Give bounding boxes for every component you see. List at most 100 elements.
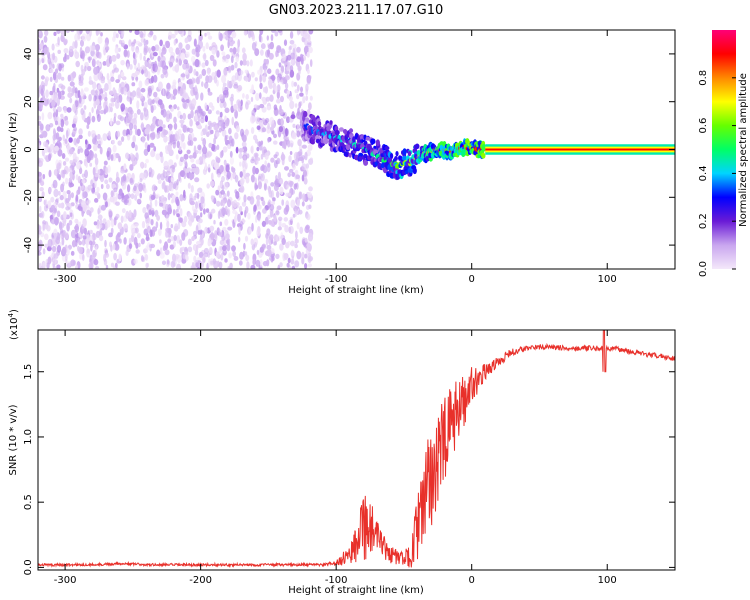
noise-dot [50,196,55,203]
noise-dot [255,215,258,223]
noise-dot [132,51,136,60]
noise-dot [267,122,270,130]
noise-dot [269,41,274,50]
noise-dot [129,64,133,70]
noise-dot [243,30,248,36]
noise-dot [223,161,227,166]
noise-dot [125,210,130,219]
noise-dot [143,111,149,121]
noise-dot [219,221,223,227]
noise-dot [179,156,184,162]
noise-dot [207,35,213,40]
noise-dot [274,85,278,93]
noise-dot [176,140,180,149]
noise-dot [66,222,70,232]
noise-dot [85,30,90,35]
noise-dot [99,218,103,226]
noise-dot [309,95,313,101]
noise-dot [223,56,227,62]
noise-dot [108,210,113,218]
noise-dot [159,247,163,255]
noise-dot [75,60,80,68]
noise-dot [185,43,191,51]
noise-dot [117,140,122,146]
noise-dot [150,124,155,131]
noise-dot [123,174,127,182]
noise-dot [305,33,310,39]
noise-dot [130,152,134,158]
noise-dot [133,236,138,246]
noise-dot [220,190,226,195]
noise-dot [150,105,154,113]
spectrogram-ytick-label: -20 [23,189,34,205]
noise-dot [100,79,106,84]
noise-dot [136,108,141,115]
noise-dot [201,111,206,117]
noise-dot [84,65,87,72]
noise-dot [86,199,91,204]
noise-dot [92,177,95,184]
noise-dot [208,258,211,268]
noise-dot [259,82,263,90]
noise-dot [150,150,156,158]
noise-dot [140,112,144,121]
noise-dot [200,117,205,124]
noise-dot [204,102,208,111]
noise-dot [70,250,75,256]
noise-dot [285,242,290,249]
noise-dot [54,120,59,126]
noise-dot [224,107,230,114]
noise-dot [60,183,65,193]
noise-dot [74,218,79,224]
noise-dot [252,259,256,266]
noise-dot [216,96,220,104]
noise-dot [245,94,249,100]
noise-dot [228,127,232,135]
noise-dot [58,63,62,72]
noise-dot [246,60,250,67]
noise-dot [220,252,224,261]
noise-dot [231,116,234,126]
noise-dot [222,146,228,153]
snr-xtick-label: -300 [54,575,77,586]
noise-dot [131,43,135,52]
noise-dot [53,232,57,240]
noise-dot [268,234,274,241]
noise-dot [65,129,69,139]
noise-dot [206,183,210,189]
noise-dot [230,64,235,71]
noise-dot [110,227,114,235]
noise-dot [194,177,200,183]
noise-dot [229,156,234,165]
noise-dot [267,68,272,74]
noise-dot [224,218,229,226]
noise-dot [208,142,213,148]
noise-dot [227,34,231,39]
noise-dot [78,128,83,136]
noise-dot [255,116,260,125]
noise-dot [230,93,234,99]
noise-dot [163,135,168,143]
noise-dot [137,233,141,239]
noise-dot [151,45,156,52]
noise-dot [238,205,243,213]
noise-dot [231,75,237,82]
noise-dot [129,30,133,33]
noise-dot [289,180,294,186]
noise-dot [229,41,234,47]
noise-dot [157,228,162,236]
noise-dot [290,240,295,247]
noise-dot [294,103,298,108]
noise-dot [178,81,183,87]
spectrogram-xtick-label: -200 [189,274,212,285]
noise-dot [228,252,232,259]
noise-dot [141,101,144,107]
noise-dot [143,47,148,56]
noise-dot [56,106,62,113]
noise-dot [155,221,159,229]
noise-dot [249,88,254,94]
noise-dot [56,126,62,132]
noise-dot [55,197,60,202]
noise-dot [162,127,165,136]
noise-dot [133,209,137,218]
